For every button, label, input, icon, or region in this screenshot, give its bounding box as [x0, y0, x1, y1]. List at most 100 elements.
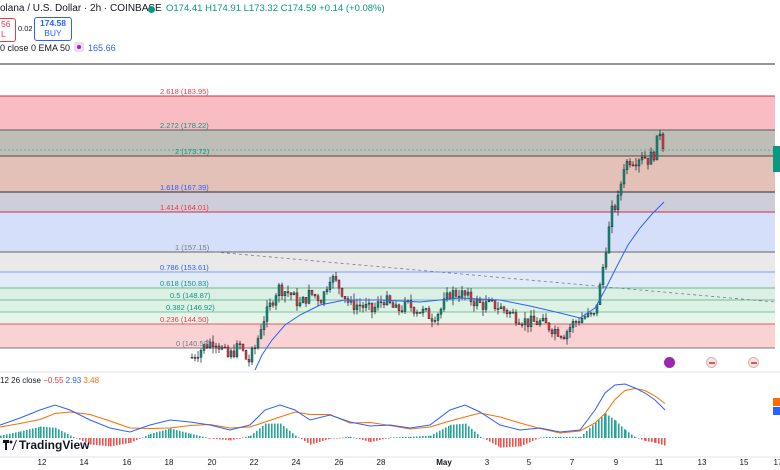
- candle-body: [205, 344, 209, 349]
- macd-histogram-bar: [459, 424, 461, 438]
- candle-body: [244, 350, 248, 360]
- macd-histogram-bar: [624, 429, 626, 438]
- candle-body: [610, 205, 614, 228]
- macd-histogram-bar: [373, 438, 375, 442]
- macd-histogram-bar: [259, 428, 261, 438]
- candle-body: [418, 312, 422, 314]
- macd-histogram-bar: [402, 437, 404, 438]
- crypto-event-icon[interactable]: [664, 357, 675, 368]
- candle-body: [580, 318, 584, 323]
- candle-body: [577, 321, 581, 323]
- us-flag-icon[interactable]: [706, 357, 717, 368]
- candle-body: [658, 133, 662, 137]
- macd-histogram-bar: [382, 438, 384, 440]
- candle-body: [499, 306, 503, 310]
- macd-histogram-bar: [325, 438, 327, 441]
- candle-body: [448, 292, 452, 299]
- sell-label: L: [1, 29, 6, 39]
- fib-level-label: 2.618 (183.95): [160, 87, 209, 96]
- macd-histogram-bar: [572, 436, 574, 438]
- time-axis-label: 12: [37, 458, 47, 467]
- macd-histogram-bar: [450, 424, 452, 438]
- ohlc-values: O174.41 H174.91 L173.32 C174.59 +0.14 (+…: [166, 3, 385, 14]
- macd-histogram-bar: [608, 415, 610, 438]
- macd-histogram-bar: [486, 438, 488, 441]
- candle-body: [436, 313, 440, 321]
- candle-body: [607, 226, 611, 254]
- macd-histogram-bar: [492, 438, 494, 444]
- symbol-title[interactable]: olana / U.S. Dollar · 2h · COINBASE: [0, 3, 162, 14]
- candle-body: [196, 357, 200, 359]
- macd-histogram-bar: [88, 438, 90, 444]
- macd-histogram-bar: [298, 437, 300, 438]
- macd-histogram-bar: [202, 436, 204, 438]
- buy-button[interactable]: 174.58 BUY: [34, 17, 72, 41]
- macd-histogram-bar: [419, 436, 421, 438]
- macd-histogram-bar: [128, 438, 130, 444]
- candle-body: [208, 341, 212, 349]
- macd-histogram-bar: [560, 436, 562, 438]
- candle-body: [217, 345, 221, 350]
- time-axis-label: 22: [249, 458, 259, 467]
- fibonacci-zones: [0, 63, 775, 348]
- macd-histogram-bar: [236, 438, 238, 439]
- macd-histogram-bar: [506, 438, 508, 448]
- macd-histogram-bar: [67, 434, 69, 438]
- macd-histogram-bar: [399, 437, 401, 438]
- macd-histogram-bar: [310, 438, 312, 445]
- macd-line-tag: [773, 407, 780, 415]
- macd-histogram-bar: [110, 438, 112, 447]
- us-flag-icon[interactable]: [748, 357, 759, 368]
- macd-histogram-bar: [145, 436, 147, 438]
- macd-histogram-bar: [32, 428, 34, 438]
- candle-body: [505, 310, 509, 314]
- macd-histogram-bar: [52, 427, 54, 438]
- macd-histogram-bar: [578, 436, 580, 438]
- macd-histogram-bar: [193, 434, 195, 438]
- candle-body: [613, 205, 617, 210]
- macd-histogram-bar: [295, 435, 297, 438]
- candle-body: [379, 301, 383, 303]
- candle-body: [313, 294, 317, 297]
- macd-histogram-bar: [216, 438, 218, 440]
- time-axis-label: 15: [739, 458, 749, 467]
- macd-histogram-bar: [583, 433, 585, 438]
- candle-body: [565, 331, 569, 340]
- macd-histogram-bar: [228, 438, 230, 441]
- candle-body: [337, 279, 341, 289]
- macd-histogram-bar: [271, 423, 273, 438]
- macd-histogram-bar: [139, 438, 141, 439]
- time-axis[interactable]: 12 14 16 18 20 22 24 26 28 May 3 5 7 9 11 13 15 17: [0, 458, 780, 470]
- fib-level-label: 0.5 (148.87): [170, 291, 211, 300]
- candle-body: [430, 318, 434, 322]
- macd-histogram-bar: [61, 430, 63, 438]
- candle-body: [652, 151, 656, 161]
- candle-body: [355, 304, 359, 310]
- macd-histogram-bar: [356, 438, 358, 439]
- candle-body: [331, 276, 335, 283]
- macd-legend[interactable]: 12 26 close −0.55 2.93 3.48: [0, 376, 99, 385]
- candle-body: [514, 312, 518, 324]
- candle-body: [442, 298, 446, 310]
- time-axis-label: 11: [654, 458, 664, 467]
- fib-level-label: 0.382 (146.92): [166, 303, 215, 312]
- macd-histogram-bar: [339, 437, 341, 439]
- tradingview-logo[interactable]: TradingView: [3, 438, 89, 452]
- macd-histogram-bar: [125, 438, 127, 444]
- macd-histogram-bar: [336, 438, 338, 439]
- candle-body: [646, 157, 650, 165]
- candle-body: [304, 297, 308, 304]
- macd-histogram-bar: [345, 437, 347, 438]
- ema-indicator-legend[interactable]: 0 close 0 EMA 50 165.66: [0, 42, 116, 53]
- macd-histogram-bar: [90, 438, 92, 445]
- sell-button[interactable]: 56 L: [0, 18, 16, 42]
- candle-body: [397, 304, 401, 311]
- macd-histogram-bar: [182, 431, 184, 438]
- candle-body: [370, 302, 374, 312]
- visibility-eye-icon[interactable]: [74, 42, 85, 52]
- candle-body: [475, 299, 479, 307]
- macd-histogram-bar: [319, 438, 321, 442]
- candle-body: [319, 300, 323, 304]
- macd-histogram-bar: [661, 438, 663, 445]
